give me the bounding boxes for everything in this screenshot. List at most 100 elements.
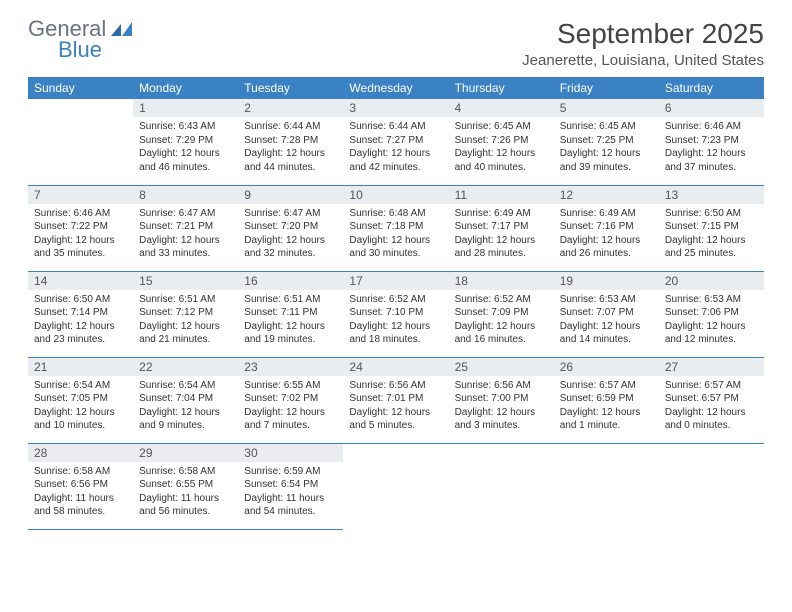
month-title: September 2025 [522, 18, 764, 50]
calendar-cell: 15Sunrise: 6:51 AMSunset: 7:12 PMDayligh… [133, 271, 238, 357]
sunrise-text: Sunrise: 6:48 AM [349, 207, 442, 221]
sunrise-text: Sunrise: 6:55 AM [244, 379, 337, 393]
sunrise-text: Sunrise: 6:54 AM [34, 379, 127, 393]
sunset-text: Sunset: 7:05 PM [34, 392, 127, 406]
daylight-text: Daylight: 12 hours and 0 minutes. [665, 406, 758, 433]
sunset-text: Sunset: 7:27 PM [349, 134, 442, 148]
sunrise-text: Sunrise: 6:50 AM [665, 207, 758, 221]
sunset-text: Sunset: 6:55 PM [139, 478, 232, 492]
day-details: Sunrise: 6:50 AMSunset: 7:14 PMDaylight:… [28, 290, 133, 351]
day-details: Sunrise: 6:45 AMSunset: 7:26 PMDaylight:… [449, 117, 554, 178]
sunset-text: Sunset: 7:29 PM [139, 134, 232, 148]
day-number: 27 [659, 358, 764, 376]
sunset-text: Sunset: 7:17 PM [455, 220, 548, 234]
sunrise-text: Sunrise: 6:58 AM [34, 465, 127, 479]
sunrise-text: Sunrise: 6:51 AM [139, 293, 232, 307]
sunset-text: Sunset: 7:18 PM [349, 220, 442, 234]
day-details: Sunrise: 6:44 AMSunset: 7:28 PMDaylight:… [238, 117, 343, 178]
day-details: Sunrise: 6:43 AMSunset: 7:29 PMDaylight:… [133, 117, 238, 178]
calendar-cell: 9Sunrise: 6:47 AMSunset: 7:20 PMDaylight… [238, 185, 343, 271]
calendar-cell: 8Sunrise: 6:47 AMSunset: 7:21 PMDaylight… [133, 185, 238, 271]
sunset-text: Sunset: 6:56 PM [34, 478, 127, 492]
day-number: 12 [554, 186, 659, 204]
calendar-cell: 30Sunrise: 6:59 AMSunset: 6:54 PMDayligh… [238, 443, 343, 529]
day-number: 28 [28, 444, 133, 462]
day-details: Sunrise: 6:57 AMSunset: 6:57 PMDaylight:… [659, 376, 764, 437]
day-number: 8 [133, 186, 238, 204]
daylight-text: Daylight: 12 hours and 37 minutes. [665, 147, 758, 174]
sunset-text: Sunset: 7:04 PM [139, 392, 232, 406]
daylight-text: Daylight: 12 hours and 30 minutes. [349, 234, 442, 261]
daylight-text: Daylight: 12 hours and 18 minutes. [349, 320, 442, 347]
day-number: 6 [659, 99, 764, 117]
sunset-text: Sunset: 7:28 PM [244, 134, 337, 148]
sunrise-text: Sunrise: 6:45 AM [560, 120, 653, 134]
sunrise-text: Sunrise: 6:49 AM [560, 207, 653, 221]
sunrise-text: Sunrise: 6:54 AM [139, 379, 232, 393]
sunrise-text: Sunrise: 6:58 AM [139, 465, 232, 479]
day-number: 16 [238, 272, 343, 290]
sunrise-text: Sunrise: 6:53 AM [665, 293, 758, 307]
calendar-cell: 23Sunrise: 6:55 AMSunset: 7:02 PMDayligh… [238, 357, 343, 443]
day-details: Sunrise: 6:56 AMSunset: 7:00 PMDaylight:… [449, 376, 554, 437]
daylight-text: Daylight: 12 hours and 44 minutes. [244, 147, 337, 174]
weekday-header: Monday [133, 77, 238, 99]
day-number: 26 [554, 358, 659, 376]
empty-day [28, 99, 133, 117]
day-details: Sunrise: 6:54 AMSunset: 7:05 PMDaylight:… [28, 376, 133, 437]
calendar-cell: 25Sunrise: 6:56 AMSunset: 7:00 PMDayligh… [449, 357, 554, 443]
calendar-cell: 4Sunrise: 6:45 AMSunset: 7:26 PMDaylight… [449, 99, 554, 185]
sunset-text: Sunset: 7:01 PM [349, 392, 442, 406]
day-number: 19 [554, 272, 659, 290]
sunrise-text: Sunrise: 6:53 AM [560, 293, 653, 307]
calendar-header-row: SundayMondayTuesdayWednesdayThursdayFrid… [28, 77, 764, 99]
daylight-text: Daylight: 12 hours and 5 minutes. [349, 406, 442, 433]
sunrise-text: Sunrise: 6:43 AM [139, 120, 232, 134]
logo-text-block: General Blue [28, 18, 133, 61]
day-details: Sunrise: 6:56 AMSunset: 7:01 PMDaylight:… [343, 376, 448, 437]
weekday-header: Sunday [28, 77, 133, 99]
calendar-cell: 28 Sunrise: 6:58 AMSunset: 6:56 PMDayligh… [28, 443, 133, 529]
calendar-cell [554, 443, 659, 529]
weekday-header: Thursday [449, 77, 554, 99]
sunrise-text: Sunrise: 6:59 AM [244, 465, 337, 479]
sunset-text: Sunset: 6:57 PM [665, 392, 758, 406]
day-number: 4 [449, 99, 554, 117]
day-details: Sunrise: 6:57 AMSunset: 6:59 PMDaylight:… [554, 376, 659, 437]
sunset-text: Sunset: 7:10 PM [349, 306, 442, 320]
calendar-week-row: 21Sunrise: 6:54 AMSunset: 7:05 PMDayligh… [28, 357, 764, 443]
daylight-text: Daylight: 12 hours and 1 minute. [560, 406, 653, 433]
sunrise-text: Sunrise: 6:46 AM [34, 207, 127, 221]
day-details: Sunrise: 6:47 AMSunset: 7:20 PMDaylight:… [238, 204, 343, 265]
calendar-cell [28, 99, 133, 185]
day-details: Sunrise: 6:58 AMSunset: 6:55 PMDaylight:… [133, 462, 238, 523]
daylight-text: Daylight: 12 hours and 33 minutes. [139, 234, 232, 261]
calendar-week-row: 1Sunrise: 6:43 AMSunset: 7:29 PMDaylight… [28, 99, 764, 185]
day-number: 17 [343, 272, 448, 290]
daylight-text: Daylight: 11 hours and 58 minutes. [34, 492, 127, 519]
day-number: 29 [133, 444, 238, 462]
calendar-cell: 22Sunrise: 6:54 AMSunset: 7:04 PMDayligh… [133, 357, 238, 443]
calendar-cell [343, 443, 448, 529]
empty-day [449, 444, 554, 462]
calendar-cell: 14Sunrise: 6:50 AMSunset: 7:14 PMDayligh… [28, 271, 133, 357]
sunset-text: Sunset: 7:00 PM [455, 392, 548, 406]
sunset-text: Sunset: 7:16 PM [560, 220, 653, 234]
day-number: 24 [343, 358, 448, 376]
calendar-body: 1Sunrise: 6:43 AMSunset: 7:29 PMDaylight… [28, 99, 764, 529]
weekday-header: Saturday [659, 77, 764, 99]
weekday-header: Friday [554, 77, 659, 99]
day-details: Sunrise: 6:55 AMSunset: 7:02 PMDaylight:… [238, 376, 343, 437]
sunrise-text: Sunrise: 6:56 AM [349, 379, 442, 393]
calendar-cell: 11Sunrise: 6:49 AMSunset: 7:17 PMDayligh… [449, 185, 554, 271]
day-details: Sunrise: 6:49 AMSunset: 7:16 PMDaylight:… [554, 204, 659, 265]
calendar-week-row: 7Sunrise: 6:46 AMSunset: 7:22 PMDaylight… [28, 185, 764, 271]
calendar-cell: 12Sunrise: 6:49 AMSunset: 7:16 PMDayligh… [554, 185, 659, 271]
calendar-cell: 29Sunrise: 6:58 AMSunset: 6:55 PMDayligh… [133, 443, 238, 529]
day-details: Sunrise: 6:52 AMSunset: 7:10 PMDaylight:… [343, 290, 448, 351]
daylight-text: Daylight: 12 hours and 35 minutes. [34, 234, 127, 261]
calendar-cell: 21Sunrise: 6:54 AMSunset: 7:05 PMDayligh… [28, 357, 133, 443]
daylight-text: Daylight: 12 hours and 28 minutes. [455, 234, 548, 261]
calendar-week-row: 14Sunrise: 6:50 AMSunset: 7:14 PMDayligh… [28, 271, 764, 357]
title-block: September 2025 Jeanerette, Louisiana, Un… [522, 18, 764, 69]
